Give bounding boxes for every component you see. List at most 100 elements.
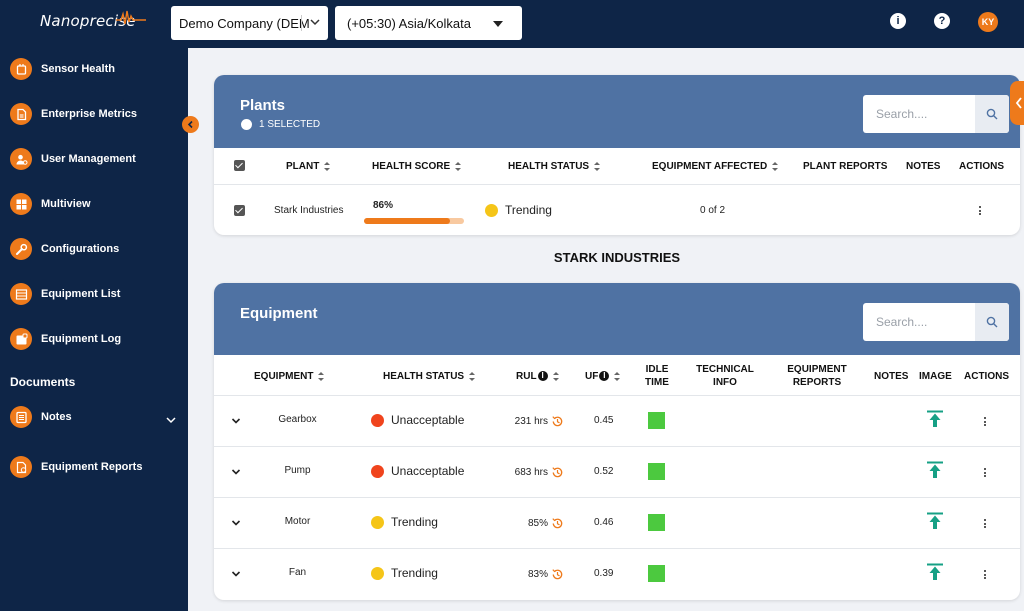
rul-value: 683 hrs <box>494 466 564 479</box>
avatar[interactable]: KY <box>978 12 998 32</box>
sidebar-item-equipment-log[interactable]: Equipment Log <box>10 327 121 351</box>
sidebar-item-configurations[interactable]: Configurations <box>10 237 119 261</box>
row-actions-menu[interactable] <box>984 519 987 530</box>
uf-value: 0.46 <box>594 517 614 528</box>
info-icon[interactable]: i <box>890 13 906 29</box>
sort-icon <box>455 161 462 171</box>
chevron-down-icon[interactable] <box>165 414 177 426</box>
sort-icon <box>594 161 601 171</box>
idle-time-indicator <box>648 463 665 480</box>
health-score-bar-fill <box>364 218 450 224</box>
sidebar-collapse-button[interactable] <box>182 116 199 133</box>
equipment-title: Equipment <box>240 305 318 322</box>
plants-card: Plants 1 SELECTED PLANT HEALTH SCORE HEA… <box>214 75 1020 235</box>
right-panel-toggle[interactable] <box>1010 81 1024 125</box>
caret-down-icon <box>493 21 503 27</box>
upload-icon[interactable] <box>926 410 944 428</box>
health-score-bar <box>364 218 464 224</box>
plants-title: Plants <box>240 97 286 114</box>
column-health-status[interactable]: HEALTH STATUS <box>508 160 601 173</box>
sidebar-section-documents: Documents <box>10 375 76 389</box>
plants-search-input[interactable] <box>863 95 975 133</box>
column-uf[interactable]: UF i <box>585 370 621 383</box>
info-icon[interactable]: i <box>599 371 610 382</box>
sort-icon <box>772 161 779 171</box>
sidebar-item-notes[interactable]: Notes <box>10 405 72 429</box>
row-divider <box>214 497 1020 498</box>
equipment-name[interactable]: Gearbox <box>278 414 317 425</box>
app-logo[interactable]: Nanoprecise <box>40 12 136 30</box>
sidebar-item-label: Configurations <box>41 243 120 255</box>
equipment-name[interactable]: Motor <box>284 516 311 527</box>
status-dot <box>371 464 384 478</box>
history-icon[interactable] <box>551 415 564 428</box>
health-status-label: Trending <box>505 203 552 217</box>
upload-icon[interactable] <box>926 512 944 530</box>
sidebar-item-label: Equipment Log <box>41 333 122 345</box>
row-divider <box>214 548 1020 549</box>
check-circle-icon <box>241 119 252 130</box>
expand-chevron-icon[interactable] <box>231 467 241 477</box>
sidebar-item-multiview[interactable]: Multiview <box>10 192 91 216</box>
history-icon[interactable] <box>551 466 564 479</box>
info-icon[interactable]: i <box>537 371 548 382</box>
sidebar-item-label: Enterprise Metrics <box>41 108 137 120</box>
selected-count-label: 1 SELECTED <box>259 119 321 130</box>
row-actions-menu[interactable] <box>984 570 987 581</box>
uf-value: 0.45 <box>594 415 614 426</box>
status-dot <box>371 515 384 529</box>
plants-search-button[interactable] <box>975 95 1009 133</box>
column-rul[interactable]: RUL i <box>516 370 559 383</box>
sidebar-item-label: Sensor Health <box>41 63 115 75</box>
timezone-select[interactable]: (+05:30) Asia/Kolkata <box>335 6 522 40</box>
equipment-search-input[interactable] <box>863 303 975 341</box>
expand-chevron-icon[interactable] <box>231 569 241 579</box>
equipment-name[interactable]: Fan <box>288 567 307 578</box>
rul-value: 85% <box>494 517 564 530</box>
history-icon[interactable] <box>551 517 564 530</box>
column-actions: ACTIONS <box>959 161 1004 172</box>
uf-value: 0.52 <box>594 466 614 477</box>
expand-chevron-icon[interactable] <box>231 518 241 528</box>
column-equipment-affected[interactable]: EQUIPMENT AFFECTED <box>652 160 779 173</box>
health-status: Trending <box>371 566 438 580</box>
expand-chevron-icon[interactable] <box>231 416 241 426</box>
plant-name[interactable]: Stark Industries <box>274 205 344 216</box>
chevron-down-icon <box>310 19 320 26</box>
selected-count: 1 SELECTED <box>241 119 320 130</box>
sidebar-item-user-management[interactable]: User Management <box>10 147 136 171</box>
column-plant[interactable]: PLANT <box>286 160 331 173</box>
idle-time-indicator <box>648 514 665 531</box>
row-actions-menu[interactable] <box>979 206 982 217</box>
equipment-name[interactable]: Pump <box>284 465 311 476</box>
search-icon <box>986 316 998 328</box>
report-icon <box>10 456 32 478</box>
notes-icon <box>10 406 32 428</box>
equipment-search <box>863 303 1009 341</box>
health-status: Unacceptable <box>371 413 464 427</box>
company-select[interactable]: Demo Company (DEM <box>171 6 328 40</box>
select-all-checkbox[interactable] <box>234 160 245 171</box>
equipment-search-button[interactable] <box>975 303 1009 341</box>
history-icon[interactable] <box>551 568 564 581</box>
sidebar-item-label: User Management <box>41 153 136 165</box>
row-actions-menu[interactable] <box>984 417 987 428</box>
sidebar-item-sensor-health[interactable]: Sensor Health <box>10 57 115 81</box>
column-image: IMAGE <box>919 371 952 382</box>
column-actions: ACTIONS <box>964 371 1009 382</box>
upload-icon[interactable] <box>926 563 944 581</box>
sidebar-item-equipment-reports[interactable]: Equipment Reports <box>10 455 142 479</box>
upload-icon[interactable] <box>926 461 944 479</box>
column-health-score[interactable]: HEALTH SCORE <box>372 160 462 173</box>
row-checkbox[interactable] <box>234 205 245 216</box>
sidebar-item-equipment-list[interactable]: Equipment List <box>10 282 120 306</box>
help-icon[interactable]: ? <box>934 13 950 29</box>
column-equipment[interactable]: EQUIPMENT <box>254 370 325 383</box>
column-health-status[interactable]: HEALTH STATUS <box>383 370 476 383</box>
sidebar-item-enterprise-metrics[interactable]: Enterprise Metrics <box>10 102 137 126</box>
row-actions-menu[interactable] <box>984 468 987 479</box>
sidebar-item-label: Notes <box>41 411 72 423</box>
uf-value: 0.39 <box>594 568 614 579</box>
sort-icon <box>552 371 559 381</box>
top-bar: Nanoprecise Demo Company (DEM (+05:30) A… <box>0 0 1024 48</box>
